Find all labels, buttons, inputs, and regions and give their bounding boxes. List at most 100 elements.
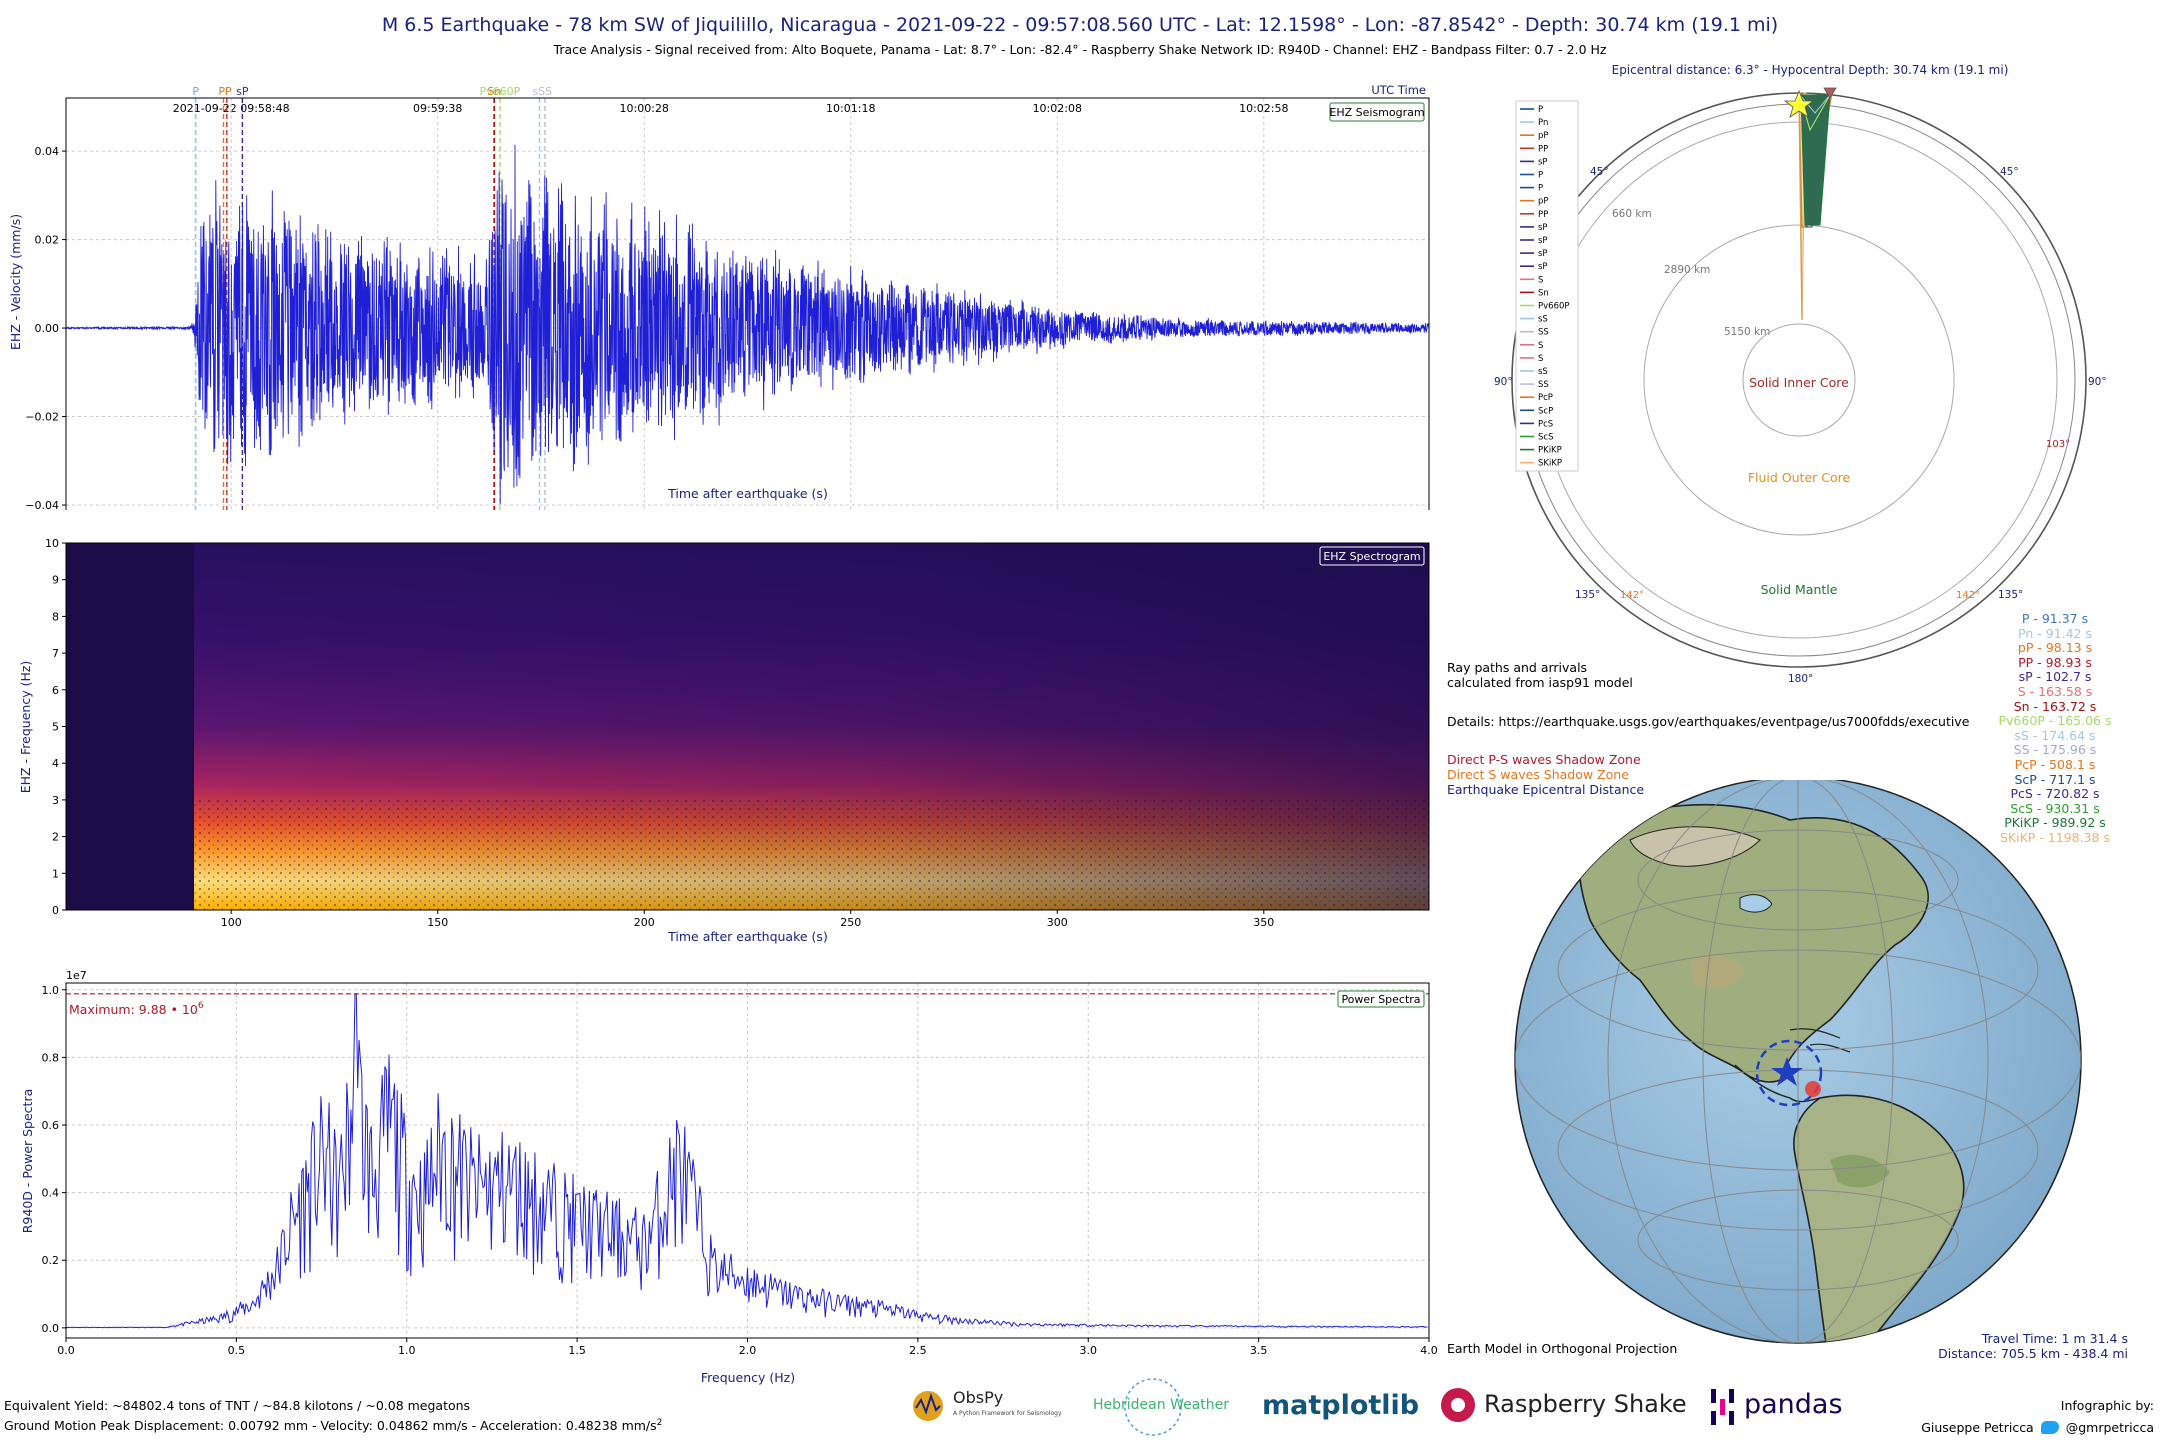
- power-spectra-chart: 0.0 0.5 1.0 1.5 2.0 2.5 3.0 3.5 4.0 0.0 0.2 0.4 0.6…: [20, 969, 1438, 1385]
- power-spectra-x-tick-label: 0.0: [57, 1344, 75, 1357]
- author-line: Giuseppe Petricca @gmrpetricca: [1900, 1420, 2154, 1435]
- legend-entry: PP: [1538, 144, 1548, 154]
- station-triangle-icon: [1823, 87, 1837, 99]
- legend-entry: sP: [1538, 262, 1548, 272]
- top-phase-label: Sn: [487, 85, 501, 98]
- arrival-item: PKiKP - 989.92 s: [2004, 815, 2106, 831]
- angle-label: 90°: [2088, 376, 2107, 388]
- power-spectra-exponent: 1e7: [66, 969, 87, 982]
- top-phase-label: P: [192, 85, 199, 98]
- power-spectra-y-tick-label: 0.6: [42, 1119, 60, 1132]
- seismogram-utc-tick-label: 10:02:58: [1239, 102, 1288, 115]
- legend-entry: SS: [1538, 380, 1549, 390]
- arrival-item: Pv660P - 165.06 s: [1998, 713, 2112, 729]
- spectrogram-y-tick-label: 0: [52, 904, 59, 917]
- outer-core-label: Fluid Outer Core: [1748, 470, 1851, 485]
- legend-entry: sP: [1538, 157, 1548, 167]
- legend-entry: pP: [1538, 197, 1549, 207]
- spectrogram-ylabel: EHZ - Frequency (Hz): [18, 661, 33, 794]
- spectrogram-y-tick-label: 7: [52, 647, 59, 660]
- legend-frame: [1515, 100, 1579, 472]
- author-handle[interactable]: @gmrpetricca: [2065, 1420, 2154, 1435]
- arrival-item: ScS - 930.31 s: [2010, 800, 2100, 816]
- power-spectra-ylabel: R940D - Power Spectra: [20, 1089, 35, 1234]
- power-spectra-x-ticks: 0.0 0.5 1.0 1.5 2.0 2.5 3.0 3.5 4.0: [57, 1338, 1438, 1357]
- top-phase-label: sP: [236, 85, 249, 98]
- seismogram-utc-tick-label: 10:00:28: [620, 102, 669, 115]
- arrival-item: PP - 98.93 s: [2018, 654, 2092, 670]
- author-name: Giuseppe Petricca: [1921, 1420, 2034, 1435]
- ray-path-title: Epicentral distance: 6.3° - Hypocentral …: [1612, 63, 2009, 77]
- spectrogram-x-ticks: 100 150 200 250 300 350: [221, 910, 1274, 929]
- utc-time-label: UTC Time: [1371, 83, 1426, 97]
- legend-entry: sP: [1538, 223, 1548, 233]
- arrival-item: S - 163.58 s: [2017, 683, 2093, 699]
- power-spectra-y-tick-label: 0.0: [42, 1322, 60, 1335]
- seismogram-y-tick-label: −0.04: [25, 499, 59, 510]
- page-title: M 6.5 Earthquake - 78 km SW of Jiquilill…: [381, 14, 1779, 36]
- power-spectra-trace: [65, 993, 1428, 1329]
- arrival-item: PcS - 720.82 s: [2010, 786, 2100, 802]
- seismogram-y-ticks: −0.04 −0.02 0.00 0.02 0.04: [25, 145, 66, 510]
- legend-entry: P: [1538, 184, 1543, 194]
- power-spectra-x-tick-label: 4.0: [1420, 1344, 1438, 1357]
- power-spectra-grid: [65, 983, 1430, 1338]
- arrivals-list: P - 91.37 s Pn - 91.42 s pP - 98.13 s PP - …: [1960, 611, 2150, 846]
- epicenter-star-icon: [1783, 89, 1815, 118]
- seismogram-y-tick-label: 0.02: [35, 234, 60, 247]
- spectrogram-y-tick-label: 1: [52, 867, 59, 880]
- pandas-logo: pandas: [1708, 1385, 1858, 1429]
- legend-entry: S: [1538, 275, 1543, 285]
- mantle-label: Solid Mantle: [1761, 582, 1838, 597]
- seismogram-utc-tick-label: 10:01:18: [826, 102, 875, 115]
- seismogram-y-tick-label: 0.00: [35, 322, 60, 335]
- matplotlib-logo: matplotlib: [1262, 1390, 1420, 1421]
- legend-entry: Pv660P: [1538, 302, 1570, 312]
- shadow-angle-label: 142°: [1956, 590, 1980, 601]
- spectrogram-x-tick-label: 300: [1047, 916, 1068, 929]
- top-phase-label: PP: [218, 85, 232, 98]
- ray-paths: [1798, 92, 1833, 321]
- legend-entry: Pn: [1538, 118, 1548, 128]
- hebridean-weather-logo: Hebridean Weather: [1085, 1375, 1229, 1440]
- power-spectra-x-tick-label: 2.5: [909, 1344, 927, 1357]
- legend-entry: P: [1538, 105, 1543, 115]
- legend-entry: S: [1538, 354, 1543, 364]
- shadow-ps-label: Direct P-S waves Shadow Zone: [1447, 752, 1641, 767]
- legend-entry: S: [1538, 341, 1543, 351]
- seismogram-y-tick-label: −0.02: [25, 411, 59, 424]
- angle-label: 135°: [1998, 589, 2023, 601]
- obspy-logo: ObsPy A Python Framework for Seismology: [908, 1386, 1062, 1426]
- ray-path-diagram: Epicentral distance: 6.3° - Hypocentral …: [1494, 63, 2107, 685]
- depth-label: 5150 km: [1724, 326, 1770, 338]
- arrival-item: Sn - 163.72 s: [2013, 698, 2097, 714]
- land-masses: [1578, 803, 1965, 1343]
- power-spectra-x-tick-label: 0.5: [228, 1344, 246, 1357]
- seismogram-badge: EHZ Seismogram: [1329, 106, 1424, 119]
- spectrogram-badge: EHZ Spectrogram: [1323, 550, 1420, 563]
- arrival-item: PcP - 508.1 s: [2014, 756, 2096, 772]
- earth-model-label: Earth Model in Orthogonal Projection: [1447, 1341, 1678, 1356]
- details-link[interactable]: Details: https://earthquake.usgs.gov/ear…: [1447, 714, 1970, 729]
- shadow-s-label: Direct S waves Shadow Zone: [1447, 767, 1629, 782]
- legend-entry: ScP: [1538, 406, 1553, 416]
- legend-entry: PcS: [1538, 419, 1553, 429]
- depth-label: 2890 km: [1664, 264, 1710, 276]
- maximum-label: Maximum: 9.88 • 106: [69, 1001, 204, 1017]
- seismogram-xlabel: Time after earthquake (s): [667, 486, 828, 501]
- seismogram-y-tick-label: 0.04: [35, 145, 60, 158]
- angle-label: 45°: [2000, 166, 2019, 178]
- seismogram-trace: [65, 144, 1430, 505]
- angle-label: 90°: [1494, 376, 1513, 388]
- power-spectra-y-tick-label: 1.0: [42, 984, 60, 997]
- seismogram-ylabel: EHZ - Velocity (mm/s): [8, 214, 23, 350]
- depth-label: 660 km: [1612, 208, 1652, 220]
- seismogram-utc-tick-label: 2021-09-22 09:58:48: [173, 102, 290, 115]
- power-spectra-x-tick-label: 3.0: [1080, 1344, 1098, 1357]
- arrival-item: sP - 102.7 s: [2018, 669, 2092, 685]
- travel-time: Travel Time: 1 m 31.4 s: [1981, 1331, 2128, 1346]
- legend-entry: P: [1538, 171, 1543, 181]
- legend-entry: PcP: [1538, 393, 1553, 403]
- page-subtitle: Trace Analysis - Signal received from: A…: [553, 42, 1607, 57]
- legend-entry: PKiKP: [1538, 446, 1562, 456]
